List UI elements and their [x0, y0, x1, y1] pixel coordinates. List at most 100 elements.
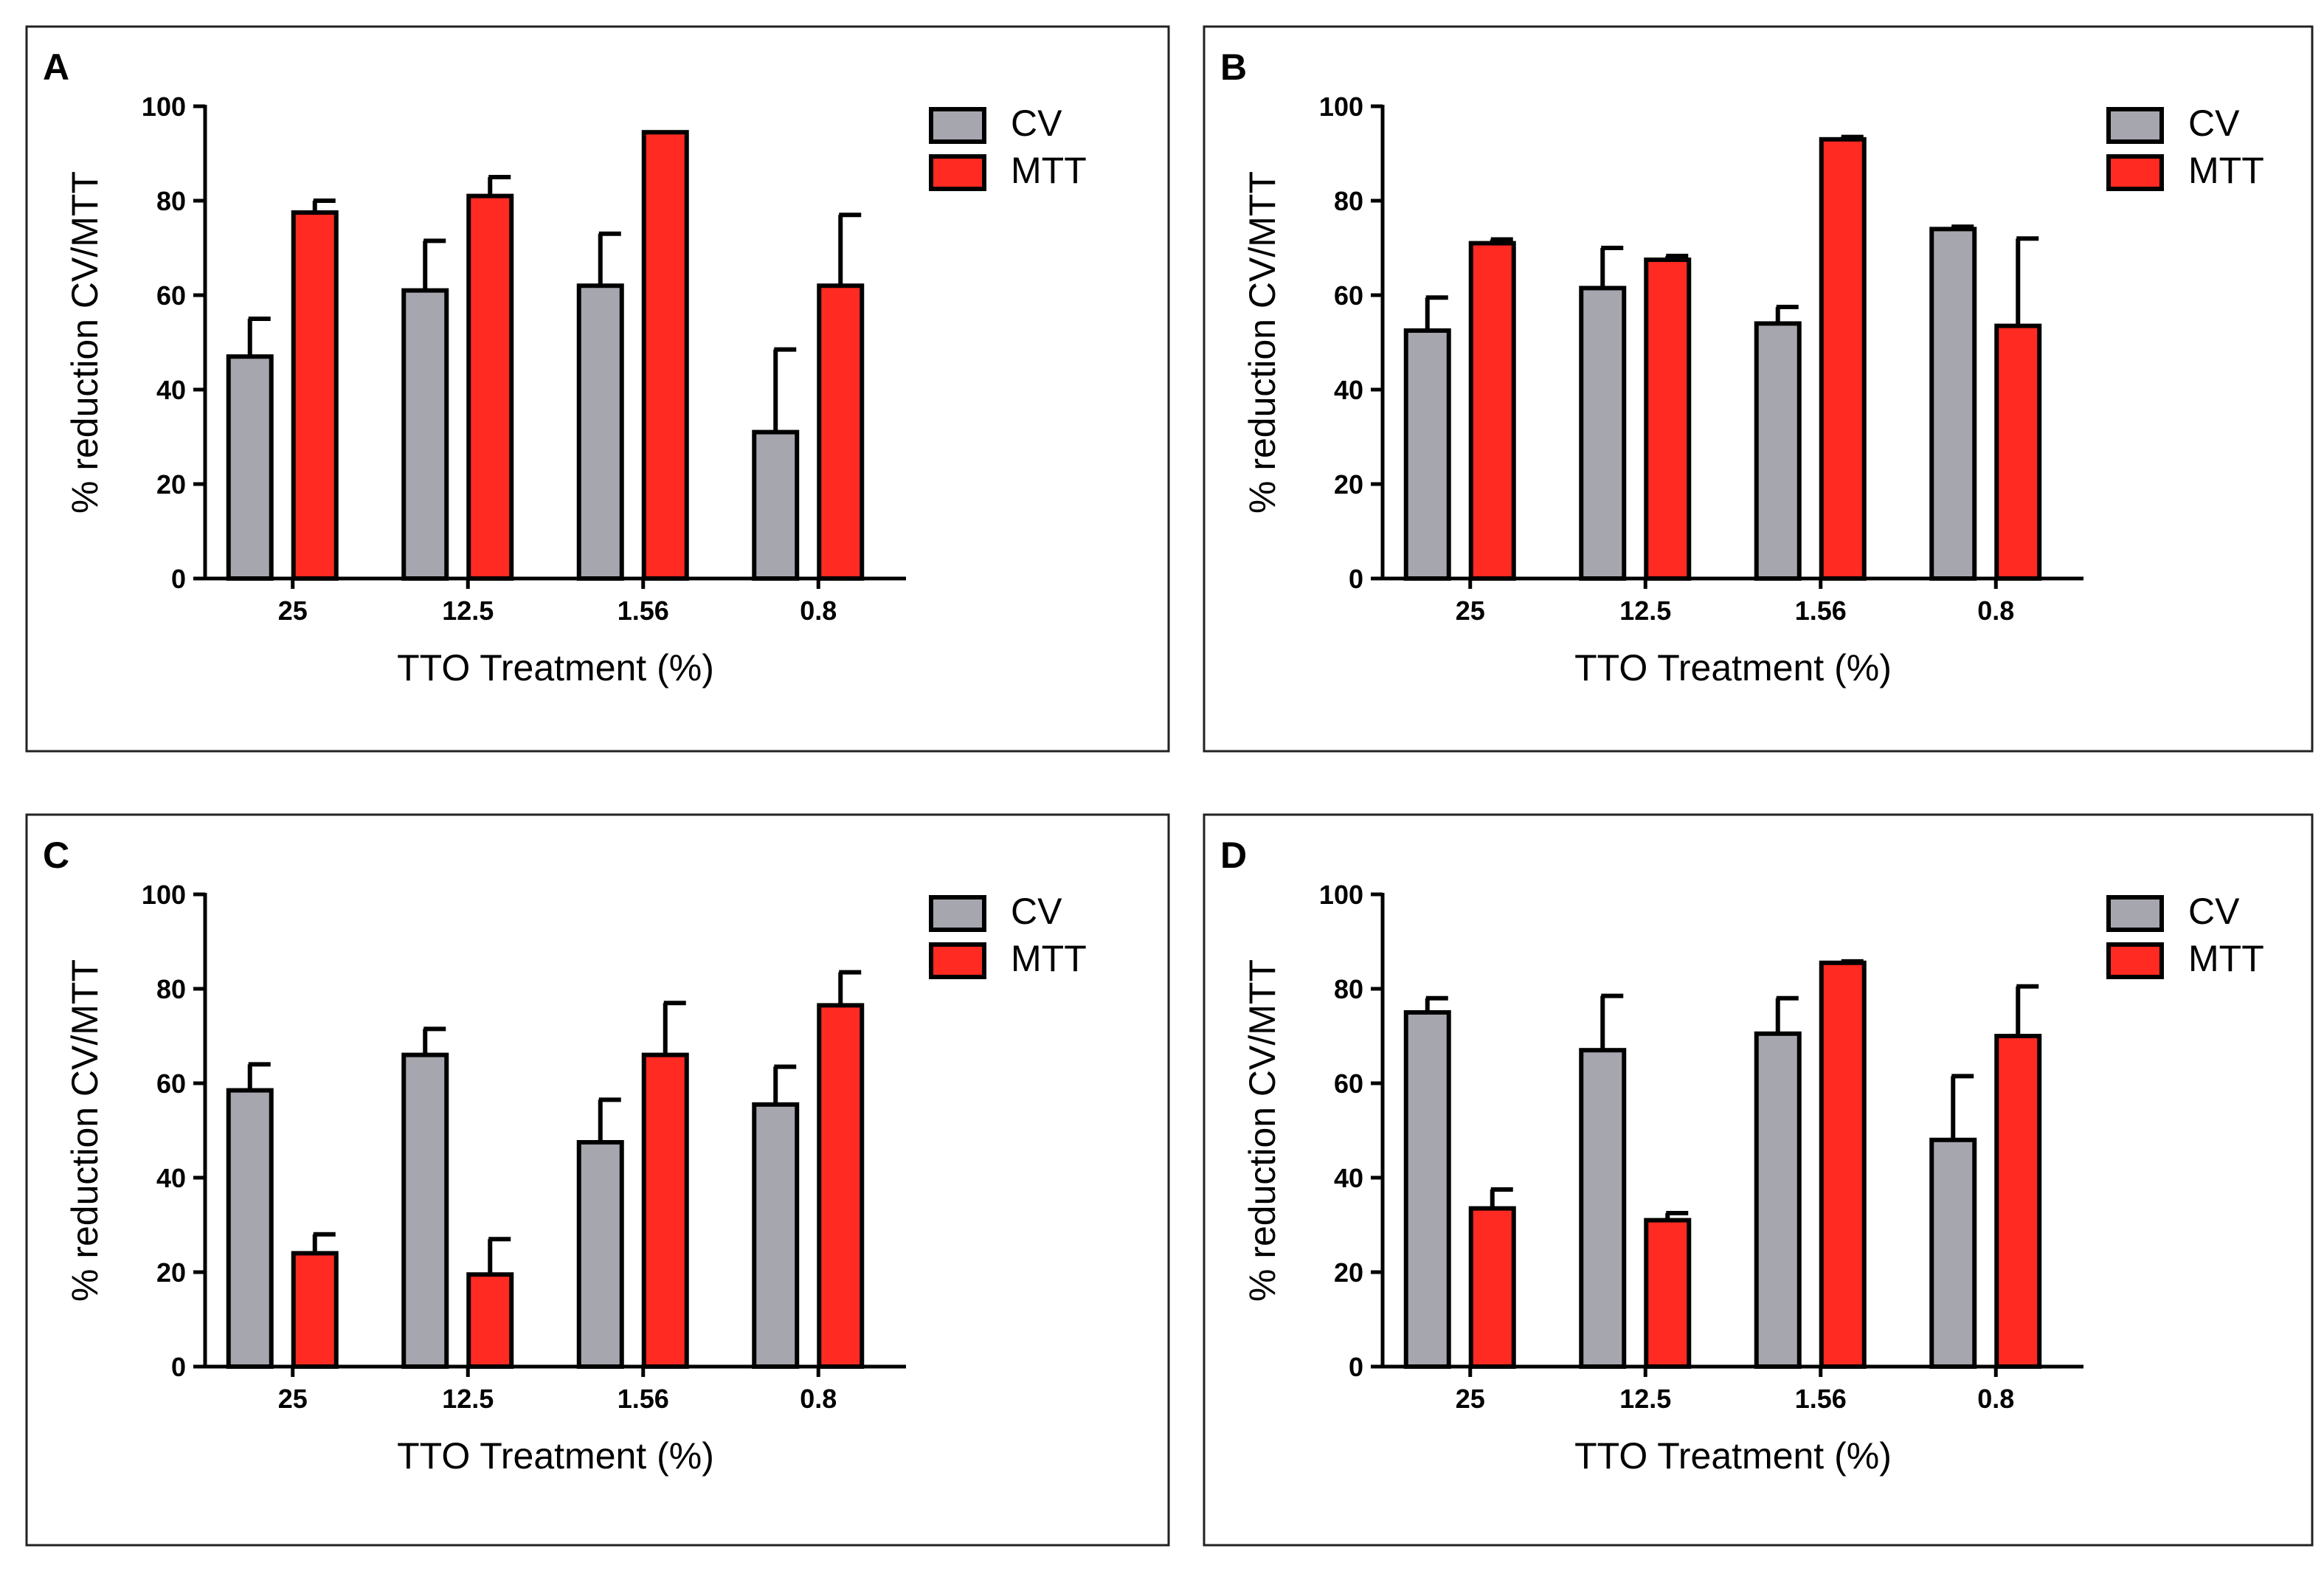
x-tick-label: 0.8 — [800, 1384, 837, 1414]
chart-panel-c: C 0 20 40 60 80 100 % reduction CV/MTT 25 12.5 1.5… — [25, 813, 1170, 1547]
bar-mtt-0.8 — [817, 1003, 865, 1370]
legend-swatch-cv — [929, 107, 986, 144]
bar-mtt-0.8 — [817, 283, 865, 581]
bar-mtt-25 — [1468, 241, 1516, 581]
bar-cv-12.5 — [401, 1052, 449, 1369]
bar-cv-25 — [1403, 1010, 1451, 1369]
x-tick-label: 25 — [278, 1384, 308, 1414]
legend-swatch-mtt — [929, 154, 986, 191]
y-tick-label: 20 — [1334, 469, 1363, 500]
y-axis-title: % reduction CV/MTT — [1242, 171, 1283, 514]
y-axis-title: % reduction CV/MTT — [1242, 959, 1283, 1302]
x-tick-label: 0.8 — [1977, 1384, 2014, 1414]
legend-swatch-cv — [2106, 107, 2164, 144]
x-tick-label: 25 — [278, 595, 308, 626]
bar-mtt-25 — [291, 210, 339, 581]
bar-mtt-0.8 — [1994, 323, 2042, 581]
bar-mtt-12.5 — [466, 1272, 514, 1369]
bar-mtt-1.56 — [1819, 137, 1867, 581]
chart-panel-d: D 0 20 40 60 80 100 % reduction CV/MTT 25 12.5 1.5… — [1203, 813, 2314, 1547]
panel-label: C — [43, 835, 69, 876]
bar-cv-1.56 — [1754, 321, 1802, 581]
legend-label-mtt: MTT — [1011, 938, 1087, 979]
y-tick-label: 0 — [171, 564, 186, 594]
y-tick-label: 60 — [156, 1068, 186, 1099]
legend-swatch-mtt — [929, 942, 986, 979]
y-tick-label: 40 — [156, 1163, 186, 1193]
y-tick-label: 0 — [171, 1352, 186, 1382]
panel-label: D — [1220, 835, 1247, 876]
x-tick-label: 1.56 — [618, 1384, 669, 1414]
y-tick-label: 60 — [1334, 1068, 1363, 1099]
bar-mtt-12.5 — [1644, 1218, 1692, 1369]
bar-cv-25 — [1403, 328, 1451, 581]
bar-cv-1.56 — [576, 1140, 624, 1369]
bar-mtt-25 — [1468, 1206, 1516, 1369]
x-tick-label: 12.5 — [1619, 1384, 1671, 1414]
x-tick-label: 25 — [1456, 595, 1485, 626]
bar-cv-25 — [226, 354, 274, 581]
bar-mtt-25 — [291, 1251, 339, 1370]
bar-cv-25 — [226, 1088, 274, 1369]
bar-cv-1.56 — [576, 283, 624, 581]
panel-label: B — [1220, 46, 1247, 88]
legend-label-mtt: MTT — [1011, 150, 1087, 191]
y-tick-label: 20 — [1334, 1257, 1363, 1288]
bar-cv-12.5 — [1579, 286, 1627, 581]
bar-mtt-1.56 — [1819, 960, 1867, 1370]
legend-swatch-mtt — [2106, 942, 2164, 979]
bar-mtt-1.56 — [641, 1052, 689, 1369]
y-tick-label: 100 — [1319, 92, 1363, 122]
x-tick-label: 1.56 — [618, 595, 669, 626]
bar-cv-12.5 — [401, 288, 449, 581]
legend-label-cv: CV — [2188, 891, 2240, 932]
y-tick-label: 40 — [1334, 1163, 1363, 1193]
y-axis-title: % reduction CV/MTT — [64, 171, 106, 514]
x-tick-label: 0.8 — [1977, 595, 2014, 626]
x-tick-label: 25 — [1456, 1384, 1485, 1414]
y-tick-label: 40 — [156, 375, 186, 405]
y-tick-label: 80 — [1334, 974, 1363, 1004]
y-tick-label: 60 — [1334, 280, 1363, 311]
chart-panel-b: B 0 20 40 60 80 100 % reduction CV/MTT 25 12.5 1.5… — [1203, 25, 2314, 753]
x-tick-label: 12.5 — [442, 1384, 494, 1414]
panel-label: A — [43, 46, 69, 88]
x-tick-label: 1.56 — [1795, 1384, 1847, 1414]
bar-cv-0.8 — [1929, 227, 1977, 581]
x-tick-label: 0.8 — [800, 595, 837, 626]
legend-swatch-cv — [2106, 895, 2164, 932]
legend-label-mtt: MTT — [2188, 938, 2264, 979]
x-tick-label: 12.5 — [1619, 595, 1671, 626]
y-tick-label: 100 — [142, 880, 186, 910]
bar-mtt-0.8 — [1994, 1034, 2042, 1369]
bar-cv-0.8 — [752, 429, 800, 581]
y-tick-label: 60 — [156, 280, 186, 311]
x-tick-label: 12.5 — [442, 595, 494, 626]
x-axis-title: TTO Treatment (%) — [1574, 647, 1892, 688]
x-axis-title: TTO Treatment (%) — [397, 647, 714, 688]
y-tick-label: 20 — [156, 1257, 186, 1288]
legend-label-cv: CV — [1011, 103, 1062, 144]
bar-cv-0.8 — [1929, 1137, 1977, 1370]
legend-label-cv: CV — [2188, 103, 2240, 144]
y-tick-label: 20 — [156, 469, 186, 500]
x-tick-label: 1.56 — [1795, 595, 1847, 626]
bar-mtt-12.5 — [1644, 258, 1692, 581]
y-tick-label: 80 — [156, 974, 186, 1004]
y-tick-label: 0 — [1349, 1352, 1363, 1382]
legend-swatch-cv — [929, 895, 986, 932]
chart-panel-a: A 0 20 40 60 80 100 % reduction CV/MTT 25 12.5 1.5… — [25, 25, 1170, 753]
x-axis-title: TTO Treatment (%) — [1574, 1435, 1892, 1477]
bar-cv-0.8 — [752, 1102, 800, 1370]
bar-cv-1.56 — [1754, 1031, 1802, 1370]
y-tick-label: 100 — [142, 92, 186, 122]
bar-mtt-1.56 — [641, 130, 689, 581]
y-tick-label: 100 — [1319, 880, 1363, 910]
legend-label-cv: CV — [1011, 891, 1062, 932]
y-axis-title: % reduction CV/MTT — [64, 959, 106, 1302]
legend-swatch-mtt — [2106, 154, 2164, 191]
y-tick-label: 80 — [156, 186, 186, 216]
y-tick-label: 80 — [1334, 186, 1363, 216]
